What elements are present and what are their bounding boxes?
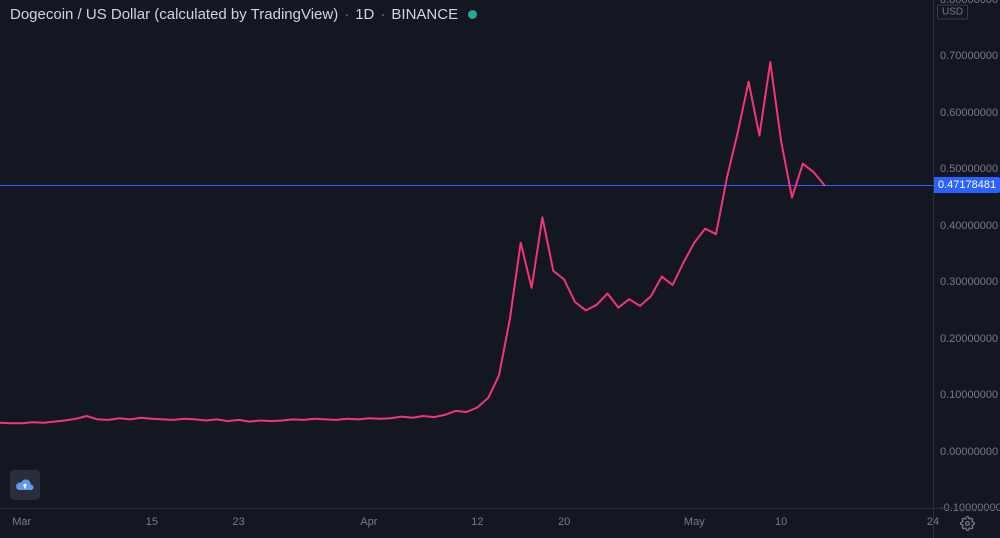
x-tick-label: 20: [558, 516, 570, 528]
current-price-tag: 0.47178481: [934, 177, 1000, 193]
y-tick-label: 0.10000000: [940, 389, 998, 401]
axis-settings-button[interactable]: [933, 508, 1000, 538]
y-tick-label: 0.50000000: [940, 163, 998, 175]
symbol-title[interactable]: Dogecoin / US Dollar (calculated by Trad…: [10, 6, 338, 23]
x-tick-label: Apr: [360, 516, 377, 528]
y-tick-label: 0.00000000: [940, 446, 998, 458]
gear-icon: [960, 516, 975, 531]
x-tick-label: Mar: [12, 516, 31, 528]
y-tick-label: 0.70000000: [940, 50, 998, 62]
x-tick-label: 15: [146, 516, 158, 528]
y-axis-unit[interactable]: USD: [937, 5, 968, 20]
x-tick-label: 12: [471, 516, 483, 528]
price-series-line: [0, 0, 933, 508]
y-tick-label: 0.30000000: [940, 276, 998, 288]
snapshot-button[interactable]: [10, 470, 40, 500]
y-tick-label: 0.60000000: [940, 107, 998, 119]
cloud-icon: [15, 478, 35, 492]
exchange-label[interactable]: BINANCE: [391, 6, 458, 23]
x-tick-label: 23: [233, 516, 245, 528]
chart-plot-area[interactable]: [0, 0, 933, 508]
x-tick-label: 10: [775, 516, 787, 528]
x-tick-label: May: [684, 516, 705, 528]
y-tick-label: 0.20000000: [940, 333, 998, 345]
chart-header: Dogecoin / US Dollar (calculated by Trad…: [10, 6, 477, 23]
separator-dot: ·: [344, 7, 349, 22]
interval-label[interactable]: 1D: [355, 6, 374, 23]
y-axis[interactable]: 0.800000000.700000000.600000000.50000000…: [933, 0, 1000, 508]
market-status-icon: [468, 10, 477, 19]
separator-dot: ·: [380, 7, 385, 22]
x-axis[interactable]: Mar1523Apr1220May1024: [0, 508, 933, 538]
y-tick-label: 0.40000000: [940, 220, 998, 232]
chart-frame: Dogecoin / US Dollar (calculated by Trad…: [0, 0, 1000, 538]
